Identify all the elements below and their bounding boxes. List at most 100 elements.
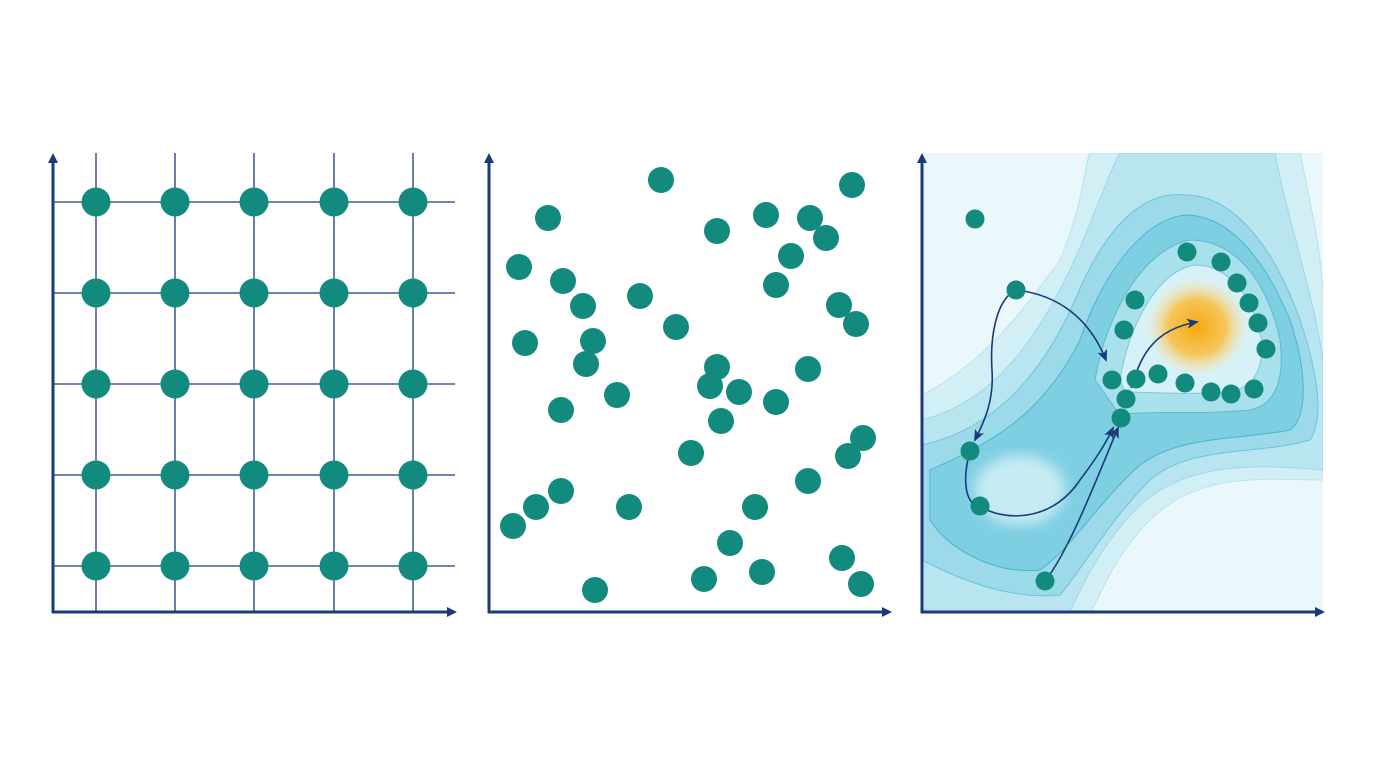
random-point [616, 494, 642, 520]
random-point [704, 218, 730, 244]
random-point [691, 566, 717, 592]
grid-point [160, 460, 190, 490]
bayesian-search-panel [917, 153, 1325, 617]
guided-point [1244, 379, 1264, 399]
random-point [813, 225, 839, 251]
guided-point [1111, 408, 1131, 428]
guided-point [965, 209, 985, 229]
guided-point [1125, 290, 1145, 310]
grid-point [319, 187, 349, 217]
random-point [678, 440, 704, 466]
grid-point [160, 551, 190, 581]
guided-point [1102, 370, 1122, 390]
guided-point [1248, 313, 1268, 333]
random-points [500, 167, 876, 603]
random-point [648, 167, 674, 193]
guided-point [1227, 273, 1247, 293]
guided-point [1177, 242, 1197, 262]
random-point [550, 268, 576, 294]
random-point [580, 328, 606, 354]
search-arrow [964, 426, 1114, 517]
guided-point [1239, 293, 1259, 313]
guided-point [1175, 373, 1195, 393]
grid-point [81, 460, 111, 490]
random-point [763, 272, 789, 298]
random-point [506, 254, 532, 280]
random-point [843, 311, 869, 337]
grid-point [81, 278, 111, 308]
random-search-panel [484, 153, 892, 617]
random-point [795, 468, 821, 494]
random-point [835, 443, 861, 469]
random-point [500, 513, 526, 539]
optimum-region [1145, 277, 1249, 377]
grid-point [160, 369, 190, 399]
grid-point [398, 551, 428, 581]
random-point [548, 478, 574, 504]
grid-points [81, 187, 428, 581]
guided-point [1201, 382, 1221, 402]
guided-point [1126, 369, 1146, 389]
random-point [829, 545, 855, 571]
grid-point [81, 551, 111, 581]
guided-point [1211, 252, 1231, 272]
grid-point [398, 460, 428, 490]
random-point [573, 351, 599, 377]
grid-point [319, 460, 349, 490]
random-point [697, 373, 723, 399]
grid-point [398, 369, 428, 399]
random-point [708, 408, 734, 434]
grid-point [239, 460, 269, 490]
random-point [523, 494, 549, 520]
random-point [749, 559, 775, 585]
guided-point [1114, 320, 1134, 340]
random-point [627, 283, 653, 309]
grid-point [160, 187, 190, 217]
grid-point [239, 187, 269, 217]
grid-point [319, 278, 349, 308]
guided-point [1035, 571, 1055, 591]
random-point [797, 205, 823, 231]
random-point [795, 356, 821, 382]
search-arrow [974, 289, 1017, 442]
grid-point [239, 369, 269, 399]
grid-point [239, 551, 269, 581]
grid-point [398, 187, 428, 217]
search-arrow [1015, 289, 1107, 362]
random-point [753, 202, 779, 228]
random-point [582, 577, 608, 603]
grid-point [81, 369, 111, 399]
random-point [717, 530, 743, 556]
random-point [604, 382, 630, 408]
guided-point [1256, 339, 1276, 359]
grid-point [398, 278, 428, 308]
random-point [570, 293, 596, 319]
grid-search-panel [48, 153, 457, 617]
random-point [839, 172, 865, 198]
random-point [763, 389, 789, 415]
random-point [726, 379, 752, 405]
random-point [548, 397, 574, 423]
random-point [663, 314, 689, 340]
random-point [512, 330, 538, 356]
guided-point [970, 496, 990, 516]
guided-point [1116, 389, 1136, 409]
grid-point [160, 278, 190, 308]
guided-points [960, 209, 1276, 591]
random-point [826, 292, 852, 318]
search-path-arrows [964, 289, 1199, 582]
valley-highlight [975, 455, 1065, 525]
search-arrow [1044, 426, 1119, 582]
random-point [850, 425, 876, 451]
guided-point [1221, 384, 1241, 404]
random-point [535, 205, 561, 231]
grid-point [81, 187, 111, 217]
random-point [848, 571, 874, 597]
guided-point [960, 441, 980, 461]
grid-point [239, 278, 269, 308]
grid-point [319, 551, 349, 581]
grid-point [319, 369, 349, 399]
guided-point [1006, 280, 1026, 300]
random-point [778, 243, 804, 269]
